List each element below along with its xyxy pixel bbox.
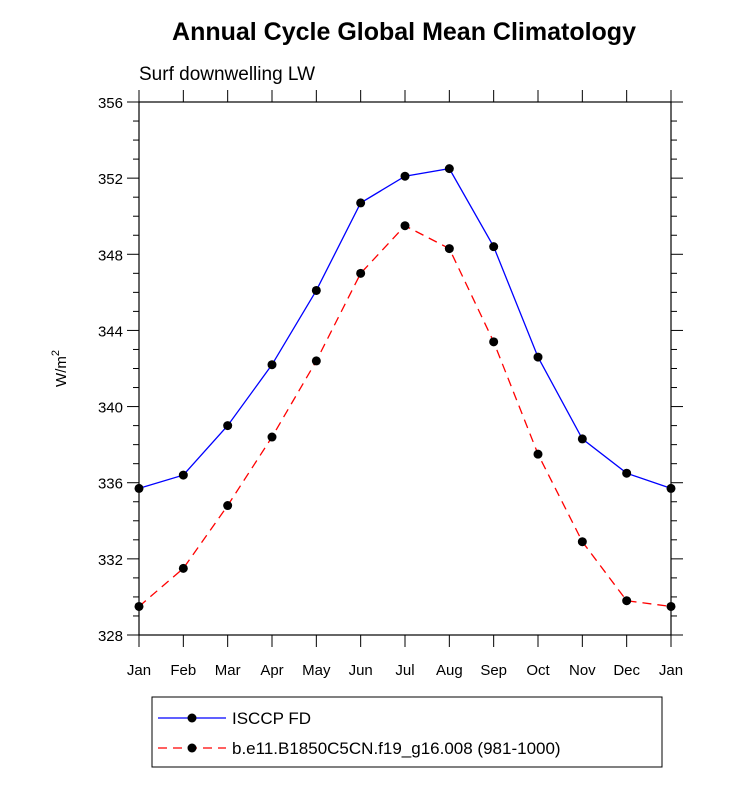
legend-box xyxy=(151,696,663,768)
data-point xyxy=(489,242,499,252)
chart-title: Annual Cycle Global Mean Climatology xyxy=(172,18,636,46)
data-point xyxy=(356,198,366,208)
series-layer xyxy=(134,164,676,611)
data-point xyxy=(223,501,233,511)
y-tick-label: 340 xyxy=(98,400,123,417)
legend-marker xyxy=(187,743,197,753)
y-tick-label: 344 xyxy=(98,323,123,340)
x-tick-label: Jul xyxy=(395,662,414,679)
data-point xyxy=(533,449,543,459)
data-point xyxy=(533,352,543,362)
x-tick-label: May xyxy=(302,662,331,679)
data-point xyxy=(134,601,144,611)
data-point xyxy=(666,483,676,493)
data-point xyxy=(223,421,233,431)
legend-label-1: ISCCP FD xyxy=(232,709,311,728)
legend-marker xyxy=(187,713,197,723)
x-tick-label: Apr xyxy=(260,662,283,679)
data-point xyxy=(400,221,410,231)
x-tick-label: Dec xyxy=(613,662,640,679)
data-point xyxy=(178,563,188,573)
x-tick-label: Mar xyxy=(215,662,241,679)
data-point xyxy=(356,268,366,278)
data-point xyxy=(267,360,277,370)
data-point xyxy=(178,470,188,480)
data-point xyxy=(134,483,144,493)
y-tick-label: 332 xyxy=(98,552,123,569)
y-axis-label: W/m2 xyxy=(50,350,70,387)
y-tick-label: 348 xyxy=(98,247,123,264)
data-point xyxy=(666,601,676,611)
legend-label-2: b.e11.B1850C5CN.f19_g16.008 (981-1000) xyxy=(232,739,561,758)
y-tick-label: 336 xyxy=(98,476,123,493)
series-line-1 xyxy=(138,167,672,490)
x-tick-label: Nov xyxy=(569,662,596,679)
axes: 328 332 336 340 344 348 352 356 Jan Feb Mar Apr May J… xyxy=(50,90,683,679)
data-point xyxy=(267,432,277,442)
plot-frame xyxy=(138,101,672,636)
data-point xyxy=(444,164,454,174)
data-point xyxy=(622,468,632,478)
x-tick-label: Aug xyxy=(436,662,463,679)
x-tick-label: Sep xyxy=(480,662,507,679)
data-point xyxy=(400,171,410,181)
data-point xyxy=(577,434,587,444)
data-point xyxy=(444,244,454,254)
x-tick-label: Jun xyxy=(349,662,373,679)
x-tick-label: Jan xyxy=(659,662,683,679)
x-tick-label: Jan xyxy=(127,662,151,679)
data-point xyxy=(577,537,587,547)
chart-subtitle: Surf downwelling LW xyxy=(139,64,315,85)
y-tick-label: 352 xyxy=(98,171,123,188)
data-point xyxy=(311,285,321,295)
x-tick-label: Oct xyxy=(526,662,550,679)
series-line-2 xyxy=(138,224,672,608)
y-tick-label: 328 xyxy=(98,628,123,645)
legend: ISCCP FD b.e11.B1850C5CN.f19_g16.008 (981… xyxy=(151,696,663,768)
y-tick-label: 356 xyxy=(98,95,123,112)
data-point xyxy=(622,596,632,606)
data-point xyxy=(311,356,321,366)
data-point xyxy=(489,337,499,347)
x-tick-label: Feb xyxy=(170,662,196,679)
